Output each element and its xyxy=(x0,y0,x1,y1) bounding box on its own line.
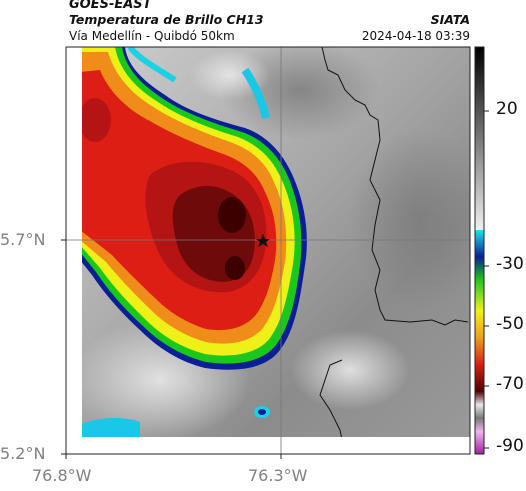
y-tick-label: 5.7°N xyxy=(0,230,46,249)
colorbar-tick-label: -30 xyxy=(496,254,524,274)
source-label: SIATA xyxy=(430,12,470,27)
satellite-name: GOES-EAST xyxy=(69,0,152,12)
colorbar-tick-label: 20 xyxy=(496,99,518,119)
product-title: Temperatura de Brillo CH13 xyxy=(69,12,264,27)
brightness-temperature-field xyxy=(66,47,470,454)
colorbar-tick-label: -90 xyxy=(496,436,524,456)
timestamp: 2024-04-18 03:39 xyxy=(361,29,470,43)
map-frame xyxy=(65,46,471,455)
colorbar-tick-label: -50 xyxy=(496,314,524,334)
star-icon xyxy=(256,234,270,247)
y-tick-label: 5.2°N xyxy=(0,444,46,463)
region-subtitle: Vía Medellín - Quibdó 50km xyxy=(69,29,235,43)
x-tick-label: 76.8°W xyxy=(32,466,92,485)
colorbar-tick-label: -70 xyxy=(496,374,524,394)
x-tick-label: 76.3°W xyxy=(248,466,308,485)
colorbar xyxy=(474,46,489,455)
